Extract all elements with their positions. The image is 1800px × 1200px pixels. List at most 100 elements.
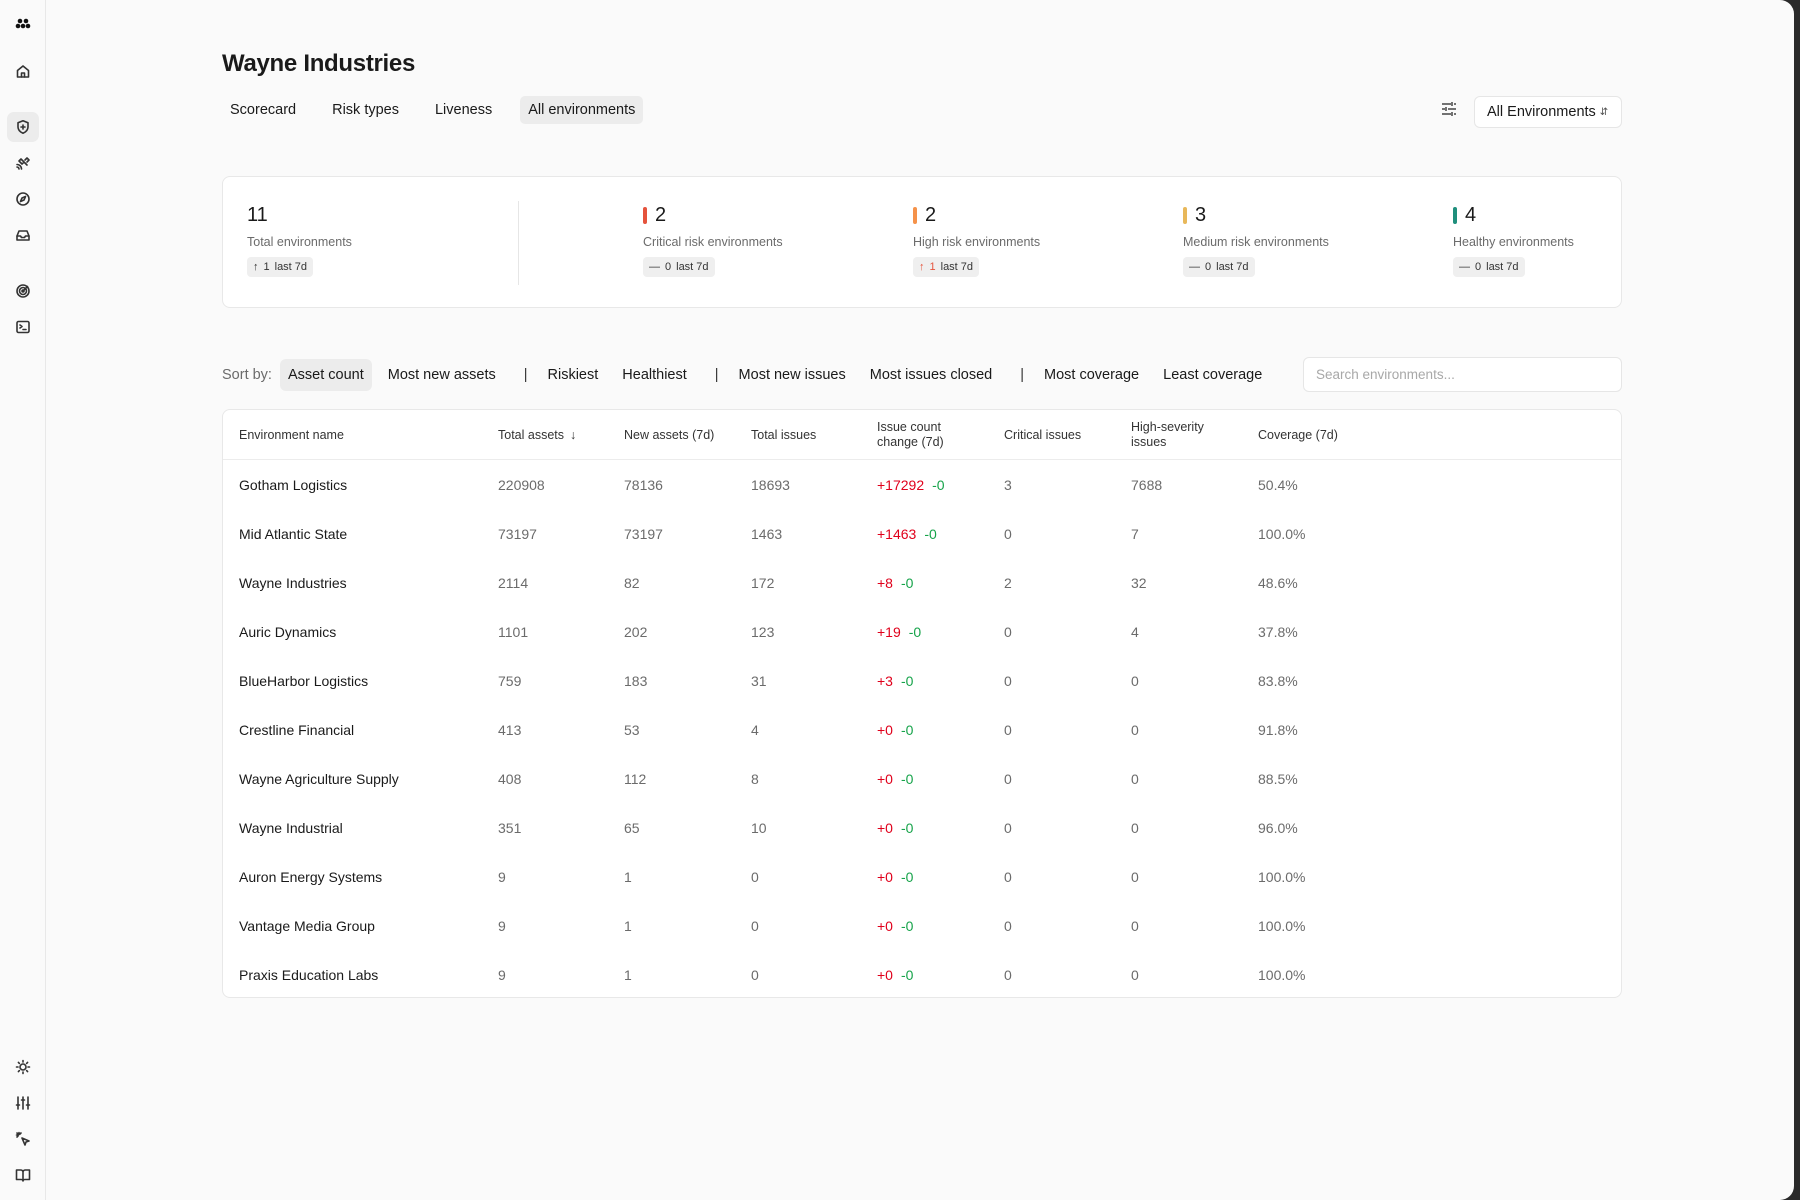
cell-2: 73197 <box>624 525 663 542</box>
column-label: High-severity issues <box>1131 420 1204 449</box>
cell-3: 18693 <box>751 476 790 493</box>
sort-option-least-coverage[interactable]: Least coverage <box>1163 367 1263 383</box>
column-header-coverage-7d[interactable]: Coverage (7d) <box>1258 410 1338 460</box>
environment-name-cell[interactable]: Wayne Industries <box>239 574 347 591</box>
sort-option-most-issues-closed[interactable]: Most issues closed <box>869 367 993 383</box>
environment-name-cell[interactable]: Praxis Education Labs <box>239 966 379 983</box>
tab-scorecard[interactable]: Scorecard <box>230 102 297 118</box>
issue-count-change-cell: +17292 -0 <box>877 460 945 509</box>
issues-closed: -0 <box>900 819 914 836</box>
environment-name-cell[interactable]: Gotham Logistics <box>239 476 348 493</box>
table-header: Environment name Total assets ↓ New assets … <box>223 410 1621 460</box>
stat-value: 11 <box>247 203 352 227</box>
cell-5: 2 <box>1004 574 1012 591</box>
table-row[interactable]: Gotham Logistics 220908 78136 18693 +17292 -0… <box>223 460 1621 509</box>
sidebar-item-logo[interactable] <box>7 8 39 38</box>
cell-7: 96.0% <box>1258 819 1298 836</box>
stat-label: Healthy environments <box>1453 235 1574 249</box>
column-label: New assets (7d) <box>624 427 715 442</box>
cell-2: 112 <box>624 770 647 787</box>
sort-option-riskiest[interactable]: Riskiest <box>547 367 599 383</box>
environment-name-cell[interactable]: Crestline Financial <box>239 721 355 738</box>
table-row[interactable]: Praxis Education Labs 9 1 0 +0 -0 0 0 100.0% <box>223 950 1621 999</box>
issues-opened: +1463 <box>877 525 917 542</box>
search-environments-input[interactable] <box>1303 357 1622 392</box>
environment-name-cell[interactable]: Wayne Industrial <box>239 819 343 836</box>
stat-label: Medium risk environments <box>1183 235 1329 249</box>
delta-value: 1 <box>929 261 936 273</box>
sidebar-item-home[interactable] <box>7 56 39 86</box>
column-header-issue-count-change-7d[interactable]: Issue count change (7d) <box>877 410 977 460</box>
sort-separator: | <box>1020 367 1025 383</box>
tab-liveness[interactable]: Liveness <box>434 102 493 118</box>
environment-name-cell[interactable]: Vantage Media Group <box>239 917 375 934</box>
stat-value: 3 <box>1183 203 1329 227</box>
cell-1: 759 <box>498 672 522 689</box>
risk-color-bar <box>1183 206 1187 224</box>
cell-1: 2114 <box>498 574 529 591</box>
sidebar-item-sliders[interactable] <box>7 1088 39 1118</box>
table-row[interactable]: Wayne Agriculture Supply 408 112 8 +0 -0 0 0 88.… <box>223 754 1621 803</box>
column-header-environment-name[interactable]: Environment name <box>239 410 344 460</box>
table-row[interactable]: Vantage Media Group 9 1 0 +0 -0 0 0 100.0% <box>223 901 1621 950</box>
sort-option-healthiest[interactable]: Healthiest <box>622 367 687 383</box>
table-row[interactable]: Crestline Financial 413 53 4 +0 -0 0 0 91.8% <box>223 705 1621 754</box>
table-row[interactable]: Wayne Industrial 351 65 10 +0 -0 0 0 96.0% <box>223 803 1621 852</box>
sidebar-item-cursor-click[interactable] <box>7 1124 39 1154</box>
environment-name-cell[interactable]: Auric Dynamics <box>239 623 337 640</box>
table-row[interactable]: Auron Energy Systems 9 1 0 +0 -0 0 0 100.0% <box>223 852 1621 901</box>
environment-select[interactable]: All Environments ⇵ <box>1474 96 1622 128</box>
cell-5: 0 <box>1004 868 1012 885</box>
environment-name-cell[interactable]: Wayne Agriculture Supply <box>239 770 399 787</box>
issues-closed: -0 <box>900 770 914 787</box>
column-header-high-severity-issues[interactable]: High-severity issues <box>1131 410 1231 460</box>
issues-opened: +0 <box>877 770 893 787</box>
issue-count-change-cell: +0 -0 <box>877 901 913 950</box>
environment-name-cell[interactable]: Auron Energy Systems <box>239 868 383 885</box>
table-row[interactable]: Auric Dynamics 1101 202 123 +19 -0 0 4 37.8% <box>223 607 1621 656</box>
issues-closed: -0 <box>900 574 914 591</box>
compass-icon <box>16 192 30 206</box>
filter-settings-button[interactable] <box>1440 100 1462 122</box>
column-header-total-assets[interactable]: Total assets ↓ <box>498 410 576 460</box>
sort-option-asset-count[interactable]: Asset count <box>279 359 372 391</box>
delta-chip: ↑ 1 last 7d <box>247 257 314 277</box>
cell-3: 8 <box>751 770 759 787</box>
environment-name-cell[interactable]: Mid Atlantic State <box>239 525 348 542</box>
cell-3: 31 <box>751 672 767 689</box>
sidebar-item-sun[interactable] <box>7 1052 39 1082</box>
issues-opened: +0 <box>877 917 893 934</box>
column-header-critical-issues[interactable]: Critical issues <box>1004 410 1081 460</box>
sort-option-most-new-assets[interactable]: Most new assets <box>387 367 496 383</box>
column-header-new-assets-7d[interactable]: New assets (7d) <box>624 410 714 460</box>
environment-name-cell[interactable]: BlueHarbor Logistics <box>239 672 369 689</box>
cell-6: 7 <box>1131 525 1139 542</box>
cell-6: 0 <box>1131 672 1139 689</box>
table-row[interactable]: Wayne Industries 2114 82 172 +8 -0 2 32 48.6% <box>223 558 1621 607</box>
cell-2: 1 <box>624 966 632 983</box>
table-row[interactable]: BlueHarbor Logistics 759 183 31 +3 -0 0 0 83.8% <box>223 656 1621 705</box>
sidebar-item-compass[interactable] <box>7 184 39 214</box>
table-row[interactable]: Mid Atlantic State 73197 73197 1463 +1463 -0 0… <box>223 509 1621 558</box>
tab-risk-types[interactable]: Risk types <box>332 102 399 118</box>
tab-all-environments[interactable]: All environments <box>520 96 644 124</box>
sidebar-item-shield-plus[interactable] <box>7 112 39 142</box>
cell-7: 88.5% <box>1258 770 1298 787</box>
sort-separator: | <box>523 367 528 383</box>
issue-count-change-cell: +0 -0 <box>877 852 913 901</box>
sidebar-item-inbox[interactable] <box>7 220 39 250</box>
cell-7: 48.6% <box>1258 574 1298 591</box>
sidebar-item-book[interactable] <box>7 1160 39 1190</box>
risk-color-bar <box>1453 206 1457 224</box>
issues-opened: +0 <box>877 966 893 983</box>
sort-option-most-coverage[interactable]: Most coverage <box>1044 367 1140 383</box>
column-header-total-issues[interactable]: Total issues <box>751 410 816 460</box>
sort-option-most-new-issues[interactable]: Most new issues <box>738 367 846 383</box>
sidebar-item-satellite[interactable] <box>7 148 39 178</box>
sidebar <box>0 0 46 1200</box>
issues-opened: +0 <box>877 868 893 885</box>
sidebar-item-terminal[interactable] <box>7 312 39 342</box>
sidebar-item-radar[interactable] <box>7 276 39 306</box>
tabs: Scorecard Risk types Liveness All environme… <box>222 96 657 124</box>
